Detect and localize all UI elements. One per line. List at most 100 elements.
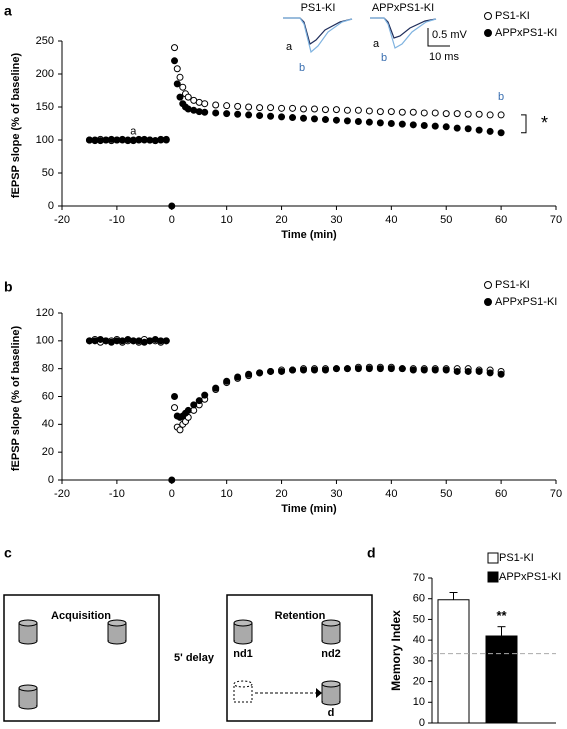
data-point	[267, 104, 275, 112]
x-tick-label: 50	[440, 214, 452, 226]
data-point	[168, 476, 176, 484]
data-point	[409, 366, 417, 374]
data-point	[179, 83, 187, 91]
panel-label: a	[4, 3, 12, 19]
data-point	[486, 369, 494, 377]
data-point	[300, 366, 308, 374]
data-point	[234, 102, 242, 110]
y-tick-label: 20	[42, 446, 54, 458]
trace-label: a	[286, 41, 293, 53]
arrow-head	[316, 688, 322, 698]
trace-label: b	[381, 52, 387, 64]
old-location	[233, 680, 253, 703]
legend-marker	[484, 281, 492, 289]
data-point	[453, 110, 461, 118]
x-tick-label: 10	[221, 488, 233, 500]
data-point	[245, 111, 253, 119]
y-tick-label: 30	[413, 655, 425, 667]
y-axis-title: fEPSP slope (% of baseline)	[10, 326, 22, 472]
legend-label: PS1-KI	[495, 279, 530, 291]
y-tick-label: 20	[413, 675, 425, 687]
inset-title: PS1-KI	[301, 2, 336, 14]
x-tick-label: -20	[54, 214, 70, 226]
data-point	[464, 125, 472, 133]
x-tick-label: 10	[221, 214, 233, 226]
data-point	[464, 110, 472, 118]
object	[321, 619, 341, 645]
trace-label: b	[299, 62, 305, 74]
x-tick-label: 40	[385, 214, 397, 226]
data-point	[420, 121, 428, 129]
data-point	[278, 367, 286, 375]
bracket	[521, 114, 527, 134]
legend-label: PS1-KI	[495, 10, 530, 22]
data-point	[343, 106, 351, 114]
diagram: c Acquisition 5' delay Retention nd1 nd2…	[3, 545, 373, 722]
x-tick-label: 70	[550, 488, 562, 500]
data-point	[171, 57, 179, 65]
data-point	[245, 370, 253, 378]
scale-label: 10 ms	[429, 51, 459, 63]
x-tick-label: 0	[169, 214, 175, 226]
data-point	[310, 115, 318, 123]
x-tick-label: 30	[330, 214, 342, 226]
x-tick-label: 70	[550, 214, 562, 226]
data-point	[234, 110, 242, 118]
data-point	[475, 367, 483, 375]
retention-title: Retention	[275, 610, 326, 622]
data-point	[376, 108, 384, 116]
legend-label: APPxPS1-KI	[499, 571, 561, 583]
data-point	[176, 73, 184, 81]
data-point	[431, 122, 439, 130]
data-point	[365, 118, 373, 126]
delay-label: 5' delay	[174, 652, 215, 664]
y-tick-label: 80	[42, 363, 54, 375]
data-point	[486, 111, 494, 119]
y-tick-label: 0	[48, 200, 54, 212]
object	[107, 619, 127, 645]
data-point	[420, 366, 428, 374]
data-point	[409, 121, 417, 129]
acquisition-title: Acquisition	[51, 610, 111, 622]
significance: **	[496, 608, 507, 623]
data-point	[464, 367, 472, 375]
x-tick-label: 30	[330, 488, 342, 500]
data-point	[201, 108, 209, 116]
data-point	[398, 365, 406, 373]
data-point	[223, 377, 231, 385]
data-point	[431, 366, 439, 374]
data-point	[409, 108, 417, 116]
data-point	[256, 104, 264, 112]
annotation: b	[498, 91, 504, 103]
y-tick-label: 250	[36, 35, 54, 47]
bar	[485, 635, 518, 724]
y-tick-label: 0	[419, 717, 425, 729]
panel-label: c	[4, 545, 12, 561]
data-point	[176, 426, 184, 434]
data-point	[321, 366, 329, 374]
data-point	[420, 109, 428, 117]
inset-title: APPxPS1-KI	[372, 2, 434, 14]
data-point	[223, 110, 231, 118]
x-tick-label: 20	[275, 488, 287, 500]
y-tick-label: 70	[413, 572, 425, 584]
data-point	[176, 93, 184, 101]
data-point	[190, 401, 198, 409]
legend-swatch	[487, 552, 499, 564]
legend-swatch	[487, 571, 499, 583]
data-point	[332, 106, 340, 114]
data-point	[354, 118, 362, 126]
object-label: d	[328, 707, 335, 719]
x-tick-label: 50	[440, 488, 452, 500]
data-point	[234, 373, 242, 381]
data-point	[278, 113, 286, 121]
y-tick-label: 120	[36, 307, 54, 319]
data-point	[168, 202, 176, 210]
data-point	[300, 114, 308, 122]
data-point	[453, 367, 461, 375]
legend-marker	[484, 12, 492, 20]
data-point	[267, 367, 275, 375]
data-point	[354, 106, 362, 114]
data-point	[162, 135, 170, 143]
object	[233, 619, 253, 645]
